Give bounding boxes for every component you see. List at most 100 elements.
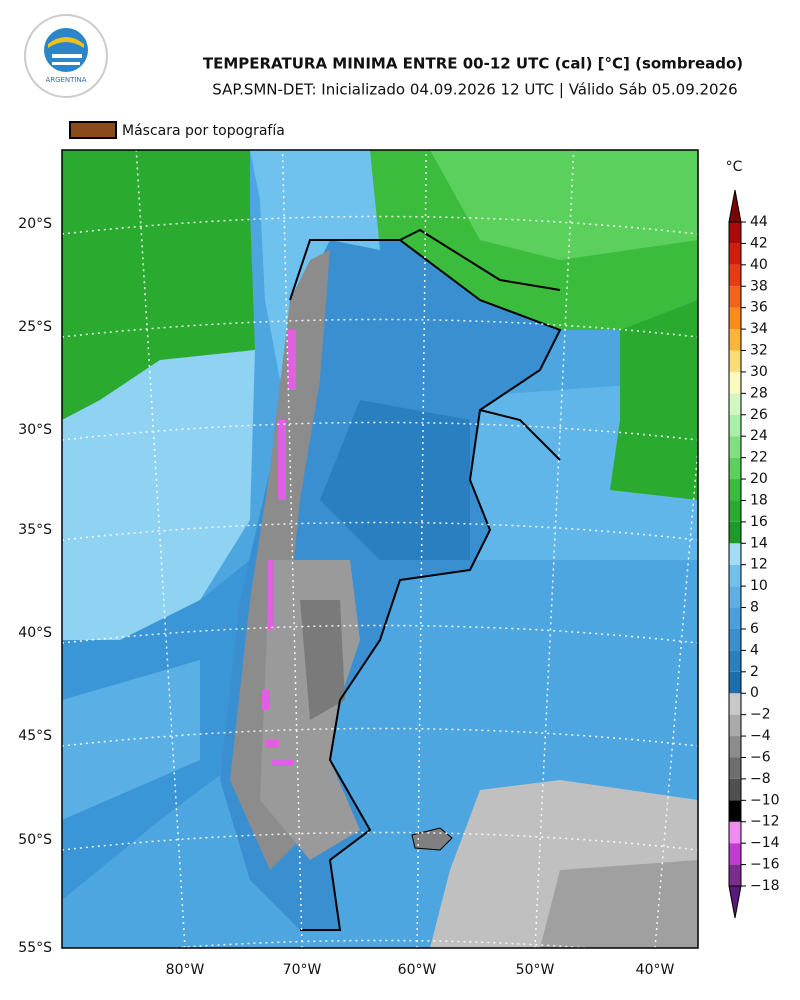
colorbar-band	[729, 222, 741, 244]
lat-line	[62, 318, 698, 338]
colorbar-band	[729, 800, 741, 822]
lat-line	[62, 624, 698, 644]
colorbar-extend-low	[728, 885, 742, 919]
colorbar-band	[729, 286, 741, 308]
colorbar-unit: °C	[726, 159, 743, 175]
colorbar-extend-high	[728, 189, 742, 223]
colorbar-tick-label: −16	[750, 857, 780, 873]
colorbar-tick-label: 32	[750, 343, 768, 359]
colorbar-band	[729, 393, 741, 415]
colorbar-tick-label: 6	[750, 621, 759, 637]
colorbar-band	[729, 329, 741, 351]
colorbar-tick-label: 8	[750, 600, 759, 616]
colorbar-band	[729, 350, 741, 372]
colorbar-tick-label: −12	[750, 814, 780, 830]
colorbar-band	[729, 671, 741, 694]
lon-label: 70°W	[283, 962, 322, 978]
colorbar-tick-label: 16	[750, 514, 768, 530]
lat-line	[62, 421, 698, 441]
colorbar-tick-label: 40	[750, 257, 768, 273]
lat-label: 40°S	[18, 625, 52, 641]
colorbar-band	[729, 479, 741, 501]
lon-line	[416, 150, 427, 948]
lon-label: 60°W	[398, 962, 437, 978]
colorbar-tick-label: 12	[750, 557, 768, 573]
lon-line	[135, 150, 186, 948]
colorbar-band	[729, 436, 741, 458]
colorbar-tick-label: 30	[750, 364, 768, 380]
logo: ARGENTINA	[24, 14, 108, 98]
legend-swatch	[69, 121, 117, 139]
colorbar-tick-label: −6	[750, 749, 771, 765]
logo-text: ARGENTINA	[45, 76, 86, 84]
lon-line	[534, 150, 575, 948]
lon-label: 40°W	[636, 962, 675, 978]
lat-label: 30°S	[18, 422, 52, 438]
colorbar-tick-label: 10	[750, 578, 768, 594]
colorbar-band	[729, 714, 741, 737]
colorbar-tick-label: 22	[750, 450, 768, 466]
legend-label: Máscara por topografía	[122, 123, 285, 139]
colorbar-band	[729, 307, 741, 330]
lat-line	[161, 939, 599, 948]
colorbar-tick-label: −10	[750, 792, 780, 808]
colorbar-tick-label: −4	[750, 728, 771, 744]
lon-line	[654, 440, 698, 948]
lat-label: 50°S	[18, 832, 52, 848]
colorbar-band	[729, 371, 741, 394]
colorbar-tick-label: 28	[750, 385, 768, 401]
colorbar-band	[729, 843, 741, 865]
lat-label: 25°S	[18, 319, 52, 335]
colorbar-band	[729, 586, 741, 608]
colorbar-band	[729, 543, 741, 565]
colorbar-tick-label: 0	[750, 685, 759, 701]
colorbar-band	[729, 564, 741, 587]
colorbar-tick-label: 44	[750, 214, 768, 230]
colorbar-band	[729, 628, 741, 651]
colorbar-frame	[728, 221, 742, 887]
colorbar-band	[729, 778, 741, 801]
lat-label: 55°S	[18, 940, 52, 956]
colorbar-band	[729, 864, 741, 886]
lon-label: 50°W	[516, 962, 555, 978]
colorbar-tick-label: −18	[750, 878, 780, 894]
colorbar-tick-label: 20	[750, 471, 768, 487]
lat-label: 35°S	[18, 522, 52, 538]
colorbar-band	[729, 414, 741, 437]
colorbar-tick-label: 18	[750, 492, 768, 508]
lon-label: 80°W	[166, 962, 205, 978]
colorbar-band	[729, 693, 741, 715]
lat-label: 20°S	[18, 216, 52, 232]
subtitle: SAP.SMN-DET: Inicializado 04.09.2026 12 …	[212, 81, 737, 99]
lat-line	[62, 727, 698, 747]
map	[62, 150, 698, 948]
colorbar-tick-label: −8	[750, 771, 771, 787]
title: TEMPERATURA MINIMA ENTRE 00-12 UTC (cal)…	[203, 55, 743, 73]
colorbar-tick-label: 14	[750, 535, 768, 551]
map-frame	[61, 149, 699, 949]
colorbar-tick-label: 4	[750, 642, 759, 658]
lat-line	[62, 215, 698, 235]
colorbar-band	[729, 736, 741, 758]
colorbar-band	[729, 757, 741, 779]
colorbar-tick-label: 36	[750, 300, 768, 316]
lat-line	[62, 521, 698, 541]
lat-label: 45°S	[18, 728, 52, 744]
colorbar-tick-label: 38	[750, 278, 768, 294]
colorbar-band	[729, 607, 741, 629]
colorbar-tick-label: 34	[750, 321, 768, 337]
colorbar-tick-label: 24	[750, 428, 768, 444]
colorbar-band	[729, 264, 741, 287]
colorbar-band	[729, 521, 741, 544]
lat-line	[62, 831, 698, 851]
colorbar-band	[729, 457, 741, 480]
colorbar-tick-label: 2	[750, 664, 759, 680]
colorbar-band	[729, 821, 741, 844]
colorbar-band	[729, 500, 741, 522]
colorbar-tick-label: 42	[750, 235, 768, 251]
colorbar-tick-label: −14	[750, 835, 780, 851]
colorbar-band	[729, 243, 741, 265]
colorbar-tick-label: −2	[750, 707, 771, 723]
lon-line	[281, 150, 303, 948]
